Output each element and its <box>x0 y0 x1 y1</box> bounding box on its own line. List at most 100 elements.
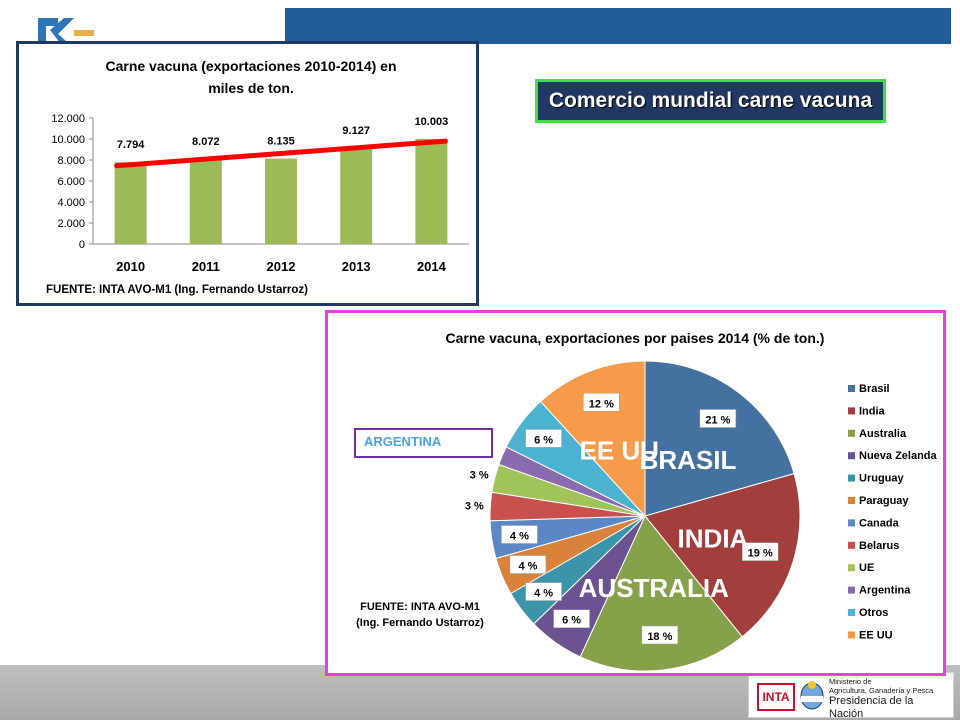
pie-pct-label: 21 % <box>705 415 730 427</box>
legend-entry: Canada <box>859 517 900 529</box>
bar-chart-panel: Carne vacuna (exportaciones 2010-2014) e… <box>16 41 479 306</box>
ministry-line3: Presidencia de la Nación <box>829 695 914 720</box>
pie-pct-label-box <box>525 429 562 448</box>
inta-logo: INTA <box>757 683 795 711</box>
pie-pct-label-box <box>699 409 737 428</box>
pie-pct-label: 18 % <box>647 631 672 643</box>
pie-chart-source-line1: FUENTE: INTA AVO-M1 <box>360 601 480 613</box>
legend-entry: Uruguay <box>859 473 905 485</box>
legend-swatch <box>848 452 855 460</box>
ministry-emblem-icon <box>800 681 824 710</box>
pie-pct-label-group: 6 % <box>553 609 590 628</box>
pie-pct-label: 3 % <box>465 500 484 512</box>
bar-2012 <box>265 158 297 244</box>
pie-chart: Carne vacuna, exportaciones por paises 2… <box>356 330 938 672</box>
y-tick-label: 10.000 <box>51 134 85 146</box>
pie-big-label: INDIA <box>678 524 749 554</box>
bar-data-label: 7.794 <box>117 139 145 151</box>
pie-pct-label-box <box>525 582 562 601</box>
y-tick-label: 4.000 <box>57 197 85 209</box>
bar-chart-title-line2: miles de ton. <box>208 80 294 96</box>
legend-entry: Australia <box>859 428 907 440</box>
legend-entry: India <box>859 405 886 417</box>
x-tick-label: 2013 <box>342 259 371 274</box>
y-tick-label: 2.000 <box>57 218 85 230</box>
legend-swatch <box>848 407 855 415</box>
bar-chart-title-line1: Carne vacuna (exportaciones 2010-2014) e… <box>105 58 396 74</box>
pie-big-label: EE UU <box>580 436 659 466</box>
legend-swatch <box>848 497 855 504</box>
slide-title-box: Comercio mundial carne vacuna <box>535 79 886 123</box>
pie-slice-india <box>644 472 801 638</box>
pie-pct-label-box <box>509 555 547 574</box>
pie-pct-label: 12 % <box>589 398 614 410</box>
bar-data-label: 9.127 <box>342 125 370 137</box>
legend-swatch <box>848 474 855 482</box>
bar-2010 <box>114 162 147 244</box>
pie-pct-label-group: 19 % <box>741 542 779 561</box>
pie-big-label: BRASIL <box>640 445 737 475</box>
pie-chart-panel: Carne vacuna, exportaciones por paises 2… <box>325 310 946 676</box>
inta-corner-logo-icon <box>38 18 94 48</box>
y-tick-label: 0 <box>79 239 85 251</box>
pie-pct-label-group: 6 % <box>525 429 562 448</box>
pie-slice-brasil <box>644 360 795 517</box>
x-tick-label: 2012 <box>267 259 296 274</box>
bar-chart-source: FUENTE: INTA AVO-M1 (Ing. Fernando Ustar… <box>46 284 308 296</box>
bar-data-label: 8.072 <box>192 136 220 148</box>
legend-entry: Paraguay <box>859 495 909 507</box>
pie-pct-label: 4 % <box>518 561 537 573</box>
pie-pct-label-group: 4 % <box>525 582 562 601</box>
bar-2014 <box>415 138 448 244</box>
legend-entry: Argentina <box>859 585 911 597</box>
bar-data-label: 10.003 <box>415 116 449 128</box>
ministry-line2: Agricultura, Ganadería y Pesca <box>829 685 934 695</box>
pie-pct-label-box <box>501 525 538 544</box>
legend-swatch <box>848 541 855 549</box>
x-tick-label: 2010 <box>116 259 145 274</box>
footer-logos: INTA Ministerio de Agricultura, Ganaderí… <box>748 672 954 721</box>
y-tick-label: 6.000 <box>57 176 85 188</box>
pie-pct-label-box <box>553 609 590 628</box>
pie-pct-label-box <box>583 393 620 412</box>
x-tick-label: 2011 <box>192 259 220 274</box>
pie-pct-label-box <box>741 542 779 561</box>
argentina-callout-label: ARGENTINA <box>364 434 442 449</box>
pie-pct-label: 19 % <box>748 548 773 560</box>
pie-pct-label-box <box>641 625 679 645</box>
header-bar <box>285 8 951 44</box>
legend-swatch <box>848 586 855 594</box>
pie-pct-label: 4 % <box>534 588 553 600</box>
pie-pct-label: 6 % <box>534 434 553 446</box>
bar-2013 <box>340 148 373 244</box>
legend-swatch <box>848 519 855 527</box>
trend-line <box>114 138 448 169</box>
bar-data-label: 8.135 <box>267 136 295 148</box>
pie-pct-label-group: 3 % <box>470 469 489 481</box>
legend-entry: Otros <box>859 607 888 619</box>
legend-swatch <box>848 564 855 572</box>
legend-entry: Brasil <box>859 383 890 395</box>
pie-pct-label-group: 18 % <box>641 625 679 645</box>
pie-chart-source-line2: (Ing. Fernando Ustarroz) <box>356 617 484 629</box>
x-tick-label: 2014 <box>417 259 447 274</box>
legend-swatch <box>848 631 855 639</box>
pie-pct-label-group: 21 % <box>699 409 737 428</box>
legend-entry: UE <box>859 562 874 574</box>
slide-title: Comercio mundial carne vacuna <box>548 89 873 112</box>
pie-pct-label: 3 % <box>470 469 489 481</box>
legend-entry: EE UU <box>859 629 893 641</box>
pie-slice-australia <box>579 515 743 672</box>
ministry-line1: Ministerio de <box>829 677 872 686</box>
legend-entry: Belarus <box>859 540 899 552</box>
y-tick-label: 8.000 <box>57 155 85 167</box>
pie-chart-title: Carne vacuna, exportaciones por paises 2… <box>446 330 825 346</box>
ministry-text: Ministerio de Agricultura, Ganadería y P… <box>829 677 949 721</box>
bar-chart: Carne vacuna (exportaciones 2010-2014) e… <box>46 58 469 296</box>
y-tick-label: 12.000 <box>51 113 85 125</box>
legend-entry: Nueva Zelanda <box>859 450 938 462</box>
argentina-callout: ARGENTINA <box>354 428 493 458</box>
bar-2011 <box>189 159 222 244</box>
pie-pct-label-group: 3 % <box>465 500 484 512</box>
pie-pct-label-group: 4 % <box>509 555 547 574</box>
